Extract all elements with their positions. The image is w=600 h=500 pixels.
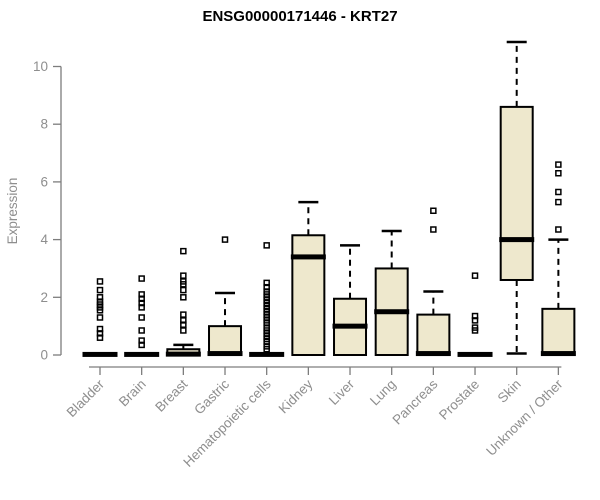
boxplot-lung bbox=[374, 229, 410, 357]
boxplot-pancreas bbox=[415, 207, 451, 357]
outlier-point bbox=[96, 278, 104, 285]
box-iqr bbox=[541, 307, 576, 356]
outlier-point bbox=[96, 294, 104, 301]
median-line bbox=[332, 323, 368, 329]
y-axis-label: Expression bbox=[5, 178, 20, 245]
x-tick-label: Lung bbox=[367, 377, 399, 409]
outlier-point bbox=[180, 272, 187, 279]
boxplot-gastric bbox=[207, 236, 243, 357]
outlier-point bbox=[180, 317, 187, 324]
x-tick-label: Pancreas bbox=[390, 376, 441, 427]
x-tick-label: Skin bbox=[495, 377, 524, 406]
outlier-point bbox=[96, 314, 104, 321]
x-tick-label: Kidney bbox=[276, 376, 316, 416]
outlier-point bbox=[555, 161, 562, 168]
x-tick-label: Bladder bbox=[64, 376, 108, 420]
outlier-point bbox=[430, 226, 437, 233]
median-line bbox=[249, 351, 285, 357]
y-tick-label: 10 bbox=[33, 59, 48, 74]
outlier-point bbox=[430, 207, 437, 214]
y-tick-label: 4 bbox=[40, 232, 48, 247]
outlier-point bbox=[138, 275, 145, 282]
outlier-point bbox=[555, 169, 562, 177]
boxplot-unknown-other bbox=[540, 161, 576, 357]
outlier-point bbox=[263, 242, 270, 249]
x-tick-label: Prostate bbox=[436, 377, 482, 423]
outlier-point bbox=[471, 324, 479, 331]
outlier-point bbox=[96, 325, 104, 333]
box-iqr bbox=[208, 325, 243, 356]
median-line bbox=[457, 351, 493, 357]
x-tick-label: Unknown / Other bbox=[483, 376, 566, 459]
boxplot-brain bbox=[124, 275, 160, 357]
outlier-point bbox=[555, 198, 562, 206]
outlier-point bbox=[138, 337, 145, 344]
median-line bbox=[207, 351, 243, 357]
y-axis: 0 2 4 6 8 10 bbox=[33, 59, 62, 363]
median-line bbox=[415, 351, 451, 357]
outlier-point bbox=[138, 291, 145, 298]
chart-title: ENSG00000171446 - KRT27 bbox=[202, 8, 397, 25]
y-tick-label: 8 bbox=[40, 117, 48, 132]
boxplot-prostate bbox=[457, 272, 493, 357]
boxplot-skin bbox=[499, 40, 535, 355]
outlier-point bbox=[471, 272, 479, 279]
boxplot-hematopoietic-cells bbox=[249, 242, 285, 357]
x-tick-label: Gastric bbox=[191, 376, 232, 417]
outlier-point bbox=[96, 286, 104, 294]
outlier-point bbox=[471, 312, 479, 320]
boxplot-breast bbox=[165, 247, 201, 357]
outlier-point bbox=[180, 286, 187, 294]
plot-area bbox=[82, 40, 576, 357]
median-line bbox=[82, 351, 118, 357]
outlier-point bbox=[180, 278, 187, 285]
outlier-point bbox=[138, 327, 145, 334]
outlier-point bbox=[180, 327, 187, 334]
outlier-point bbox=[221, 236, 229, 243]
median-line bbox=[124, 351, 160, 357]
x-tick-label: Brain bbox=[116, 377, 149, 410]
outlier-point bbox=[180, 294, 187, 301]
boxplot-liver bbox=[332, 244, 368, 356]
median-line bbox=[374, 309, 410, 315]
median-line bbox=[540, 351, 576, 357]
median-line bbox=[499, 237, 535, 243]
boxplot-kidney bbox=[290, 200, 326, 357]
x-tick-label: Liver bbox=[326, 376, 358, 408]
box-iqr bbox=[291, 234, 326, 357]
outlier-point bbox=[180, 247, 187, 255]
box-iqr bbox=[416, 313, 451, 356]
y-tick-label: 0 bbox=[40, 348, 48, 363]
outlier-point bbox=[555, 188, 562, 196]
outlier-point bbox=[555, 226, 562, 233]
median-line bbox=[165, 351, 201, 357]
y-tick-label: 6 bbox=[40, 174, 48, 189]
outlier-point bbox=[263, 279, 270, 287]
x-tick-label: Breast bbox=[152, 376, 190, 414]
boxplot-bladder bbox=[82, 278, 118, 357]
outlier-point bbox=[138, 314, 145, 321]
box-iqr bbox=[499, 105, 534, 281]
median-line bbox=[290, 254, 326, 260]
y-tick-label: 2 bbox=[40, 290, 48, 305]
outlier-point bbox=[180, 311, 187, 318]
